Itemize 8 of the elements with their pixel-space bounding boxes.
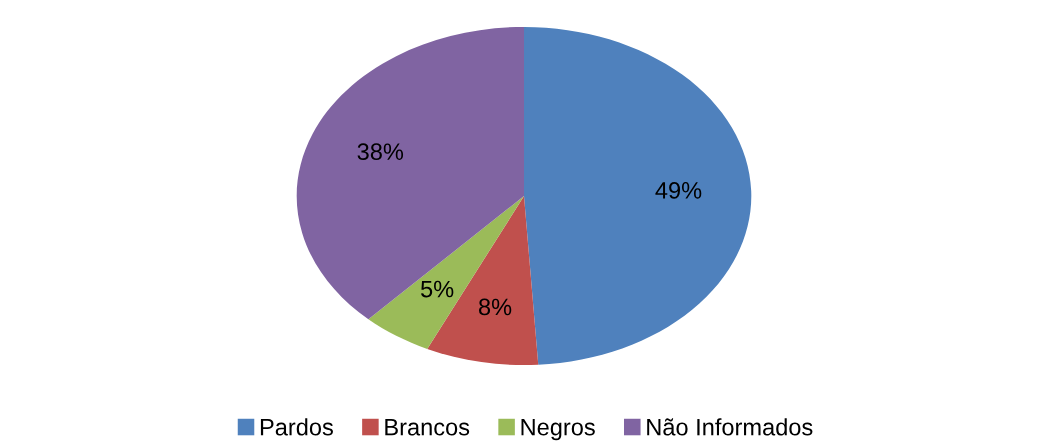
legend-label: Não Informados [647, 418, 813, 436]
legend-label: Pardos [260, 418, 333, 436]
data-label: 49% [655, 182, 702, 199]
data-label: 38% [357, 143, 404, 161]
legend-label: Negros [521, 419, 595, 441]
data-label: 5% [421, 280, 454, 298]
legend-label: Brancos [385, 419, 470, 436]
data-label: 8% [479, 298, 512, 316]
